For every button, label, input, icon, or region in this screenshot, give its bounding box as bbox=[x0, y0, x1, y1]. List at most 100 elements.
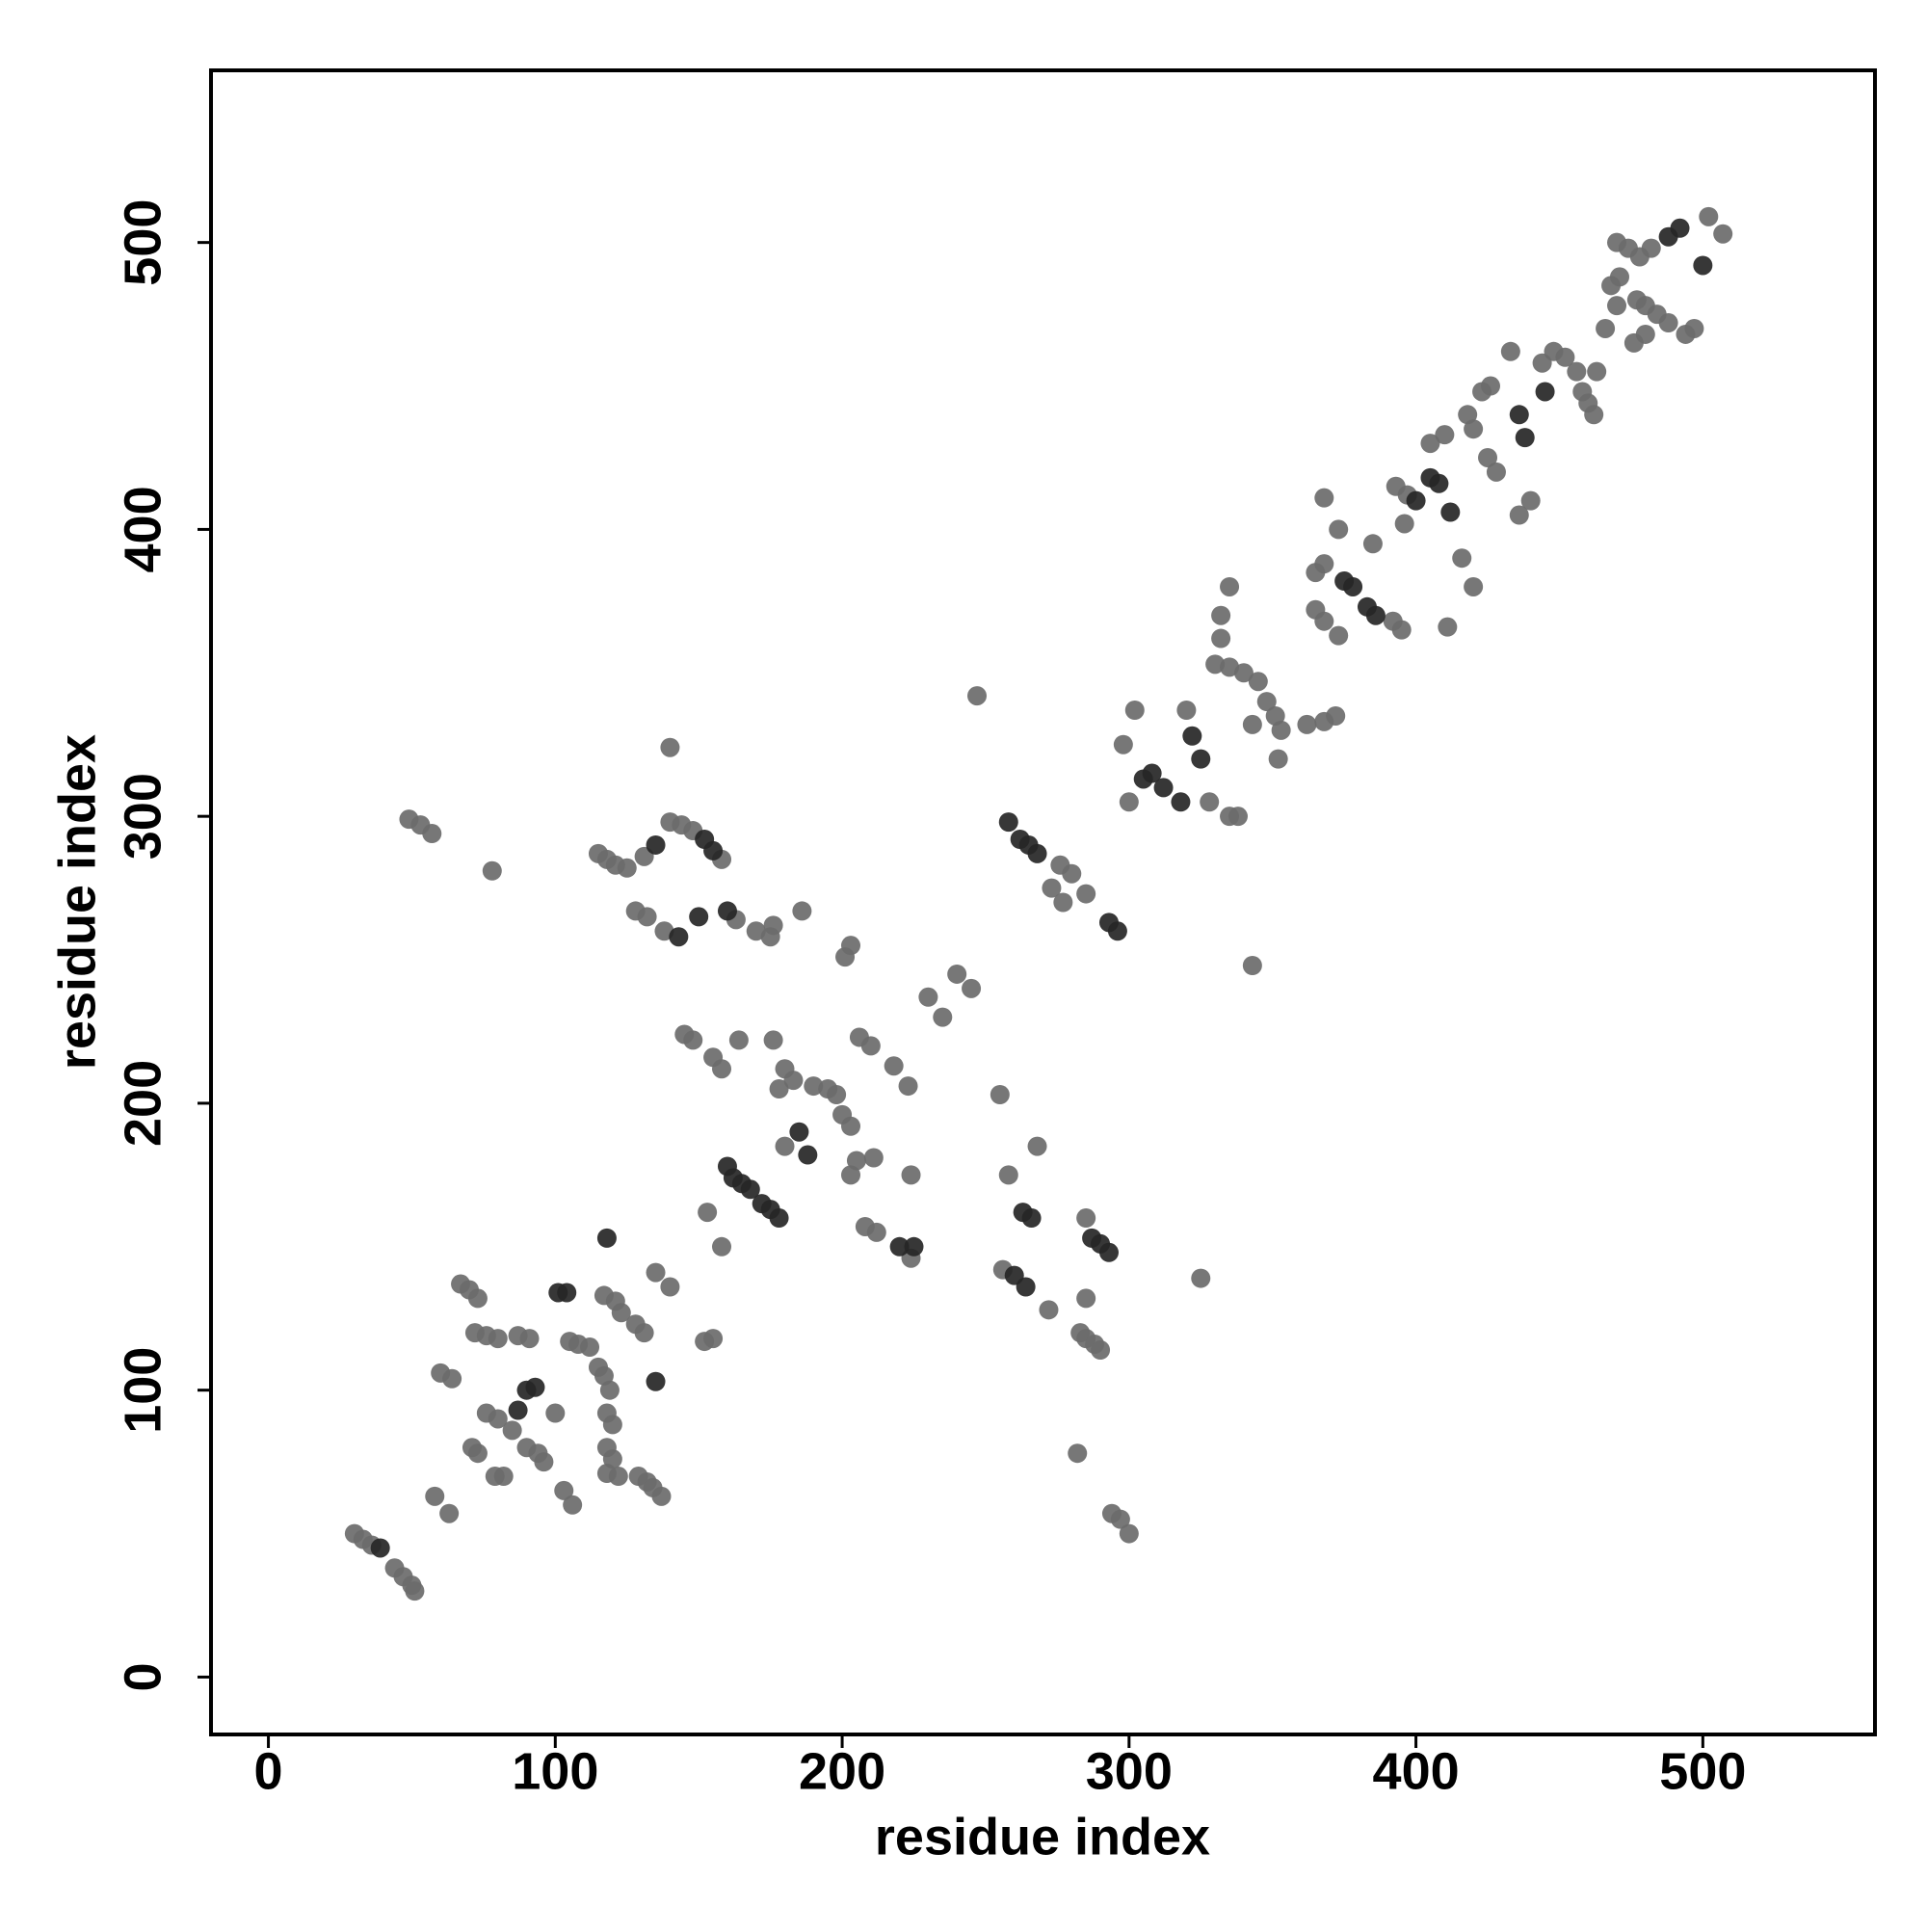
point bbox=[611, 1303, 631, 1323]
point bbox=[962, 978, 982, 998]
point bbox=[1248, 672, 1268, 692]
point bbox=[740, 1179, 760, 1200]
point bbox=[775, 1136, 795, 1156]
point bbox=[425, 1486, 445, 1506]
y-axis-title: residue index bbox=[48, 734, 106, 1070]
point bbox=[608, 1467, 628, 1487]
point bbox=[1481, 376, 1501, 396]
x-tick-label: 200 bbox=[799, 1742, 885, 1800]
point bbox=[860, 1036, 881, 1056]
point bbox=[637, 907, 657, 927]
point bbox=[863, 1148, 884, 1168]
point bbox=[1042, 878, 1062, 898]
point bbox=[1233, 663, 1254, 683]
point bbox=[1500, 341, 1520, 361]
x-tick-label: 100 bbox=[512, 1742, 598, 1800]
point bbox=[1509, 405, 1529, 425]
point bbox=[804, 1076, 824, 1097]
point bbox=[1027, 843, 1047, 863]
point bbox=[1438, 617, 1458, 637]
point bbox=[563, 1495, 583, 1515]
point bbox=[660, 1277, 680, 1297]
point bbox=[769, 1208, 789, 1229]
point bbox=[502, 1420, 522, 1441]
point bbox=[1464, 576, 1484, 596]
point bbox=[1440, 502, 1461, 522]
point bbox=[1053, 892, 1073, 913]
point bbox=[1429, 473, 1449, 493]
y-tick-label: 200 bbox=[114, 1060, 172, 1147]
point bbox=[1220, 576, 1240, 596]
point bbox=[841, 1165, 861, 1185]
point bbox=[1391, 620, 1412, 640]
point bbox=[1242, 956, 1262, 976]
point bbox=[651, 1486, 672, 1506]
point bbox=[1076, 1288, 1096, 1309]
y-tick-label: 100 bbox=[114, 1347, 172, 1434]
point bbox=[1343, 576, 1363, 596]
point bbox=[634, 1323, 654, 1343]
point bbox=[1171, 792, 1191, 812]
point bbox=[1406, 490, 1426, 511]
point bbox=[1211, 628, 1231, 648]
point bbox=[1555, 347, 1575, 367]
point bbox=[783, 1071, 804, 1091]
point bbox=[439, 1503, 460, 1523]
point bbox=[1420, 434, 1440, 454]
point bbox=[467, 1288, 488, 1309]
point bbox=[669, 927, 689, 947]
point bbox=[1452, 548, 1472, 569]
point bbox=[1394, 514, 1414, 534]
point bbox=[1535, 382, 1555, 402]
point bbox=[1329, 519, 1349, 540]
point bbox=[405, 1581, 425, 1601]
point bbox=[1062, 863, 1082, 884]
point bbox=[1091, 1340, 1111, 1361]
point bbox=[769, 1079, 789, 1099]
point bbox=[1256, 692, 1277, 712]
point bbox=[1509, 505, 1529, 525]
y-tick-label: 300 bbox=[114, 773, 172, 860]
point bbox=[617, 858, 637, 878]
point bbox=[884, 1056, 904, 1076]
point bbox=[792, 901, 812, 921]
x-tick-label: 400 bbox=[1373, 1742, 1460, 1800]
point bbox=[554, 1480, 574, 1500]
x-axis-title: residue index bbox=[875, 1808, 1210, 1866]
point bbox=[467, 1443, 488, 1464]
point bbox=[841, 1116, 861, 1136]
point bbox=[866, 1222, 886, 1242]
point bbox=[889, 1236, 910, 1257]
point bbox=[1182, 726, 1202, 746]
point bbox=[689, 907, 709, 927]
point bbox=[1107, 921, 1127, 941]
point bbox=[1609, 267, 1629, 287]
point bbox=[442, 1368, 462, 1389]
point bbox=[695, 829, 715, 849]
point bbox=[1699, 206, 1719, 226]
point bbox=[1297, 714, 1317, 734]
point bbox=[1314, 554, 1334, 574]
point bbox=[599, 1380, 620, 1400]
point bbox=[580, 1337, 600, 1358]
point bbox=[1693, 255, 1713, 276]
point bbox=[508, 1400, 528, 1420]
point bbox=[519, 1329, 540, 1349]
point bbox=[1365, 605, 1386, 625]
point bbox=[1596, 318, 1616, 338]
point bbox=[1587, 361, 1607, 382]
point bbox=[1205, 654, 1226, 675]
point bbox=[998, 1165, 1018, 1185]
point bbox=[1119, 792, 1139, 812]
point bbox=[904, 1236, 924, 1257]
point bbox=[1268, 749, 1288, 769]
plot-frame bbox=[209, 68, 1877, 1736]
point bbox=[1329, 625, 1349, 646]
point bbox=[646, 834, 666, 855]
point bbox=[1153, 778, 1174, 798]
point bbox=[1515, 428, 1535, 448]
point bbox=[1242, 714, 1262, 734]
point bbox=[1326, 705, 1346, 726]
point bbox=[827, 1084, 847, 1104]
